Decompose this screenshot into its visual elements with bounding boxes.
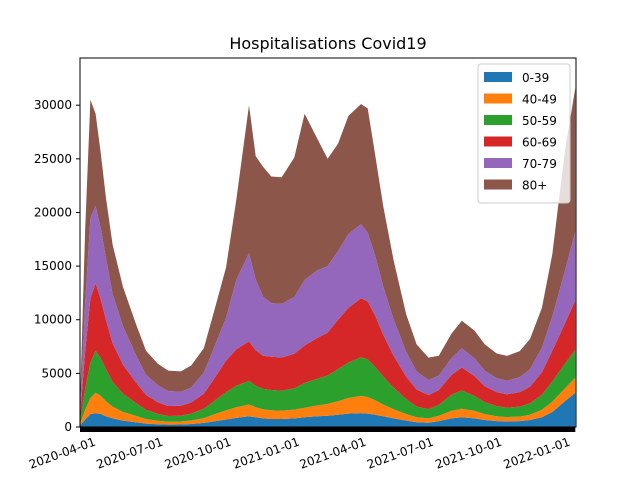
area-70-79: [80, 206, 576, 417]
legend-swatch-60-69: [484, 136, 512, 147]
legend-swatch-70-79: [484, 158, 512, 168]
y-tick-label: 15000: [34, 259, 72, 273]
axes-frame: [79, 57, 577, 428]
legend: 0-39 40-49 50-59 60-69 70-79 80+: [477, 63, 571, 204]
y-tick-label: 30000: [34, 98, 72, 112]
legend-label-70-79: 70-79: [522, 157, 557, 171]
legend-label-0-39: 0-39: [522, 71, 549, 85]
area-50-59: [80, 349, 576, 424]
dense-x-tick-marks: [80, 427, 576, 432]
stacked-areas: [80, 88, 576, 427]
legend-swatch-50-59: [484, 115, 512, 125]
y-tick-label: 25000: [34, 152, 72, 166]
legend-swatch-40-49: [484, 93, 512, 104]
area-40-49: [80, 377, 576, 426]
legend-swatch-0-39: [484, 72, 512, 82]
y-tick-label: 5000: [41, 366, 72, 380]
area-80plus: [80, 88, 576, 412]
legend-label-50-59: 50-59: [522, 114, 557, 128]
legend-label-60-69: 60-69: [522, 136, 557, 150]
y-tick-label: 0: [64, 420, 72, 434]
chart-title: Hospitalisations Covid19: [229, 34, 426, 53]
area-60-69: [80, 283, 576, 422]
y-tick-label: 20000: [34, 205, 72, 219]
y-tick-label: 10000: [34, 313, 72, 327]
legend-label-40-49: 40-49: [522, 93, 557, 107]
legend-label-80plus: 80+: [522, 179, 547, 193]
area-0-39: [80, 392, 576, 427]
legend-swatch-80plus: [484, 179, 512, 190]
